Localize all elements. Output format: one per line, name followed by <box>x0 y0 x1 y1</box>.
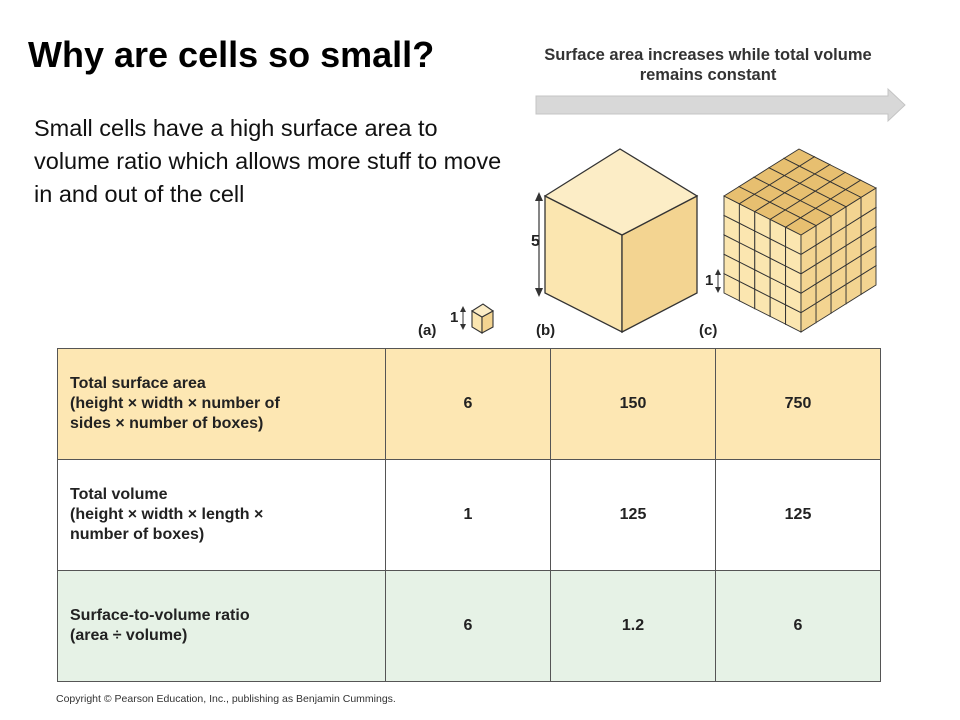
row-header-line: (height × width × length × <box>70 506 264 523</box>
label-a: (a) <box>418 322 437 339</box>
unit-cube <box>784 217 817 256</box>
row-header-line: Total surface area <box>70 375 206 392</box>
row-header-line: sides × number of boxes) <box>70 415 264 432</box>
value-cell-c: 125 <box>715 459 881 571</box>
surface-volume-table: Total surface area (height × width × num… <box>57 348 881 682</box>
small-cube-dimension-arrow <box>460 306 466 330</box>
table-row-surface-area: Total surface area (height × width × num… <box>57 348 881 460</box>
row-header-line: (area ÷ volume) <box>70 627 188 644</box>
value-cell-b: 125 <box>550 459 716 571</box>
small-cube-dimension-label: 1 <box>450 309 459 326</box>
row-header: Total surface area (height × width × num… <box>57 348 386 460</box>
label-c: (c) <box>699 322 718 339</box>
value-cell-a: 6 <box>385 348 551 460</box>
value-cell-a: 1 <box>385 459 551 571</box>
row-header-line: (height × width × number of <box>70 395 280 412</box>
stack-cube-dimension-label: 1 <box>705 272 714 289</box>
cube-stack-5x5x5 <box>723 148 877 333</box>
row-header-line: number of boxes) <box>70 526 205 543</box>
row-header: Total volume (height × width × length × … <box>57 459 386 571</box>
value-cell-a: 6 <box>385 570 551 682</box>
label-b: (b) <box>536 322 556 339</box>
small-cube <box>470 303 495 334</box>
slide-title: Why are cells so small? <box>28 34 435 75</box>
table-row-ratio: Surface-to-volume ratio (area ÷ volume) … <box>57 570 881 682</box>
value-cell-b: 150 <box>550 348 716 460</box>
row-header-line: Surface-to-volume ratio <box>70 607 250 624</box>
row-header: Surface-to-volume ratio (area ÷ volume) <box>57 570 386 682</box>
value-cell-b: 1.2 <box>550 570 716 682</box>
cube-illustration <box>460 87 906 334</box>
slide-body-text: Small cells have a high surface area to … <box>34 115 502 207</box>
table-row-volume: Total volume (height × width × length × … <box>57 459 881 571</box>
copyright-notice: Copyright © Pearson Education, Inc., pub… <box>56 693 396 705</box>
value-cell-c: 6 <box>715 570 881 682</box>
arrow-right-icon <box>535 87 906 123</box>
big-cube-dimension-label: 5 <box>531 233 540 250</box>
big-cube-dimension-arrow <box>535 192 543 297</box>
row-header-line: Total volume <box>70 486 168 503</box>
stack-cube-dimension-arrow <box>715 269 721 293</box>
value-cell-c: 750 <box>715 348 881 460</box>
big-cube <box>543 148 699 334</box>
arrow-caption: Surface area increases while total volum… <box>544 46 872 84</box>
